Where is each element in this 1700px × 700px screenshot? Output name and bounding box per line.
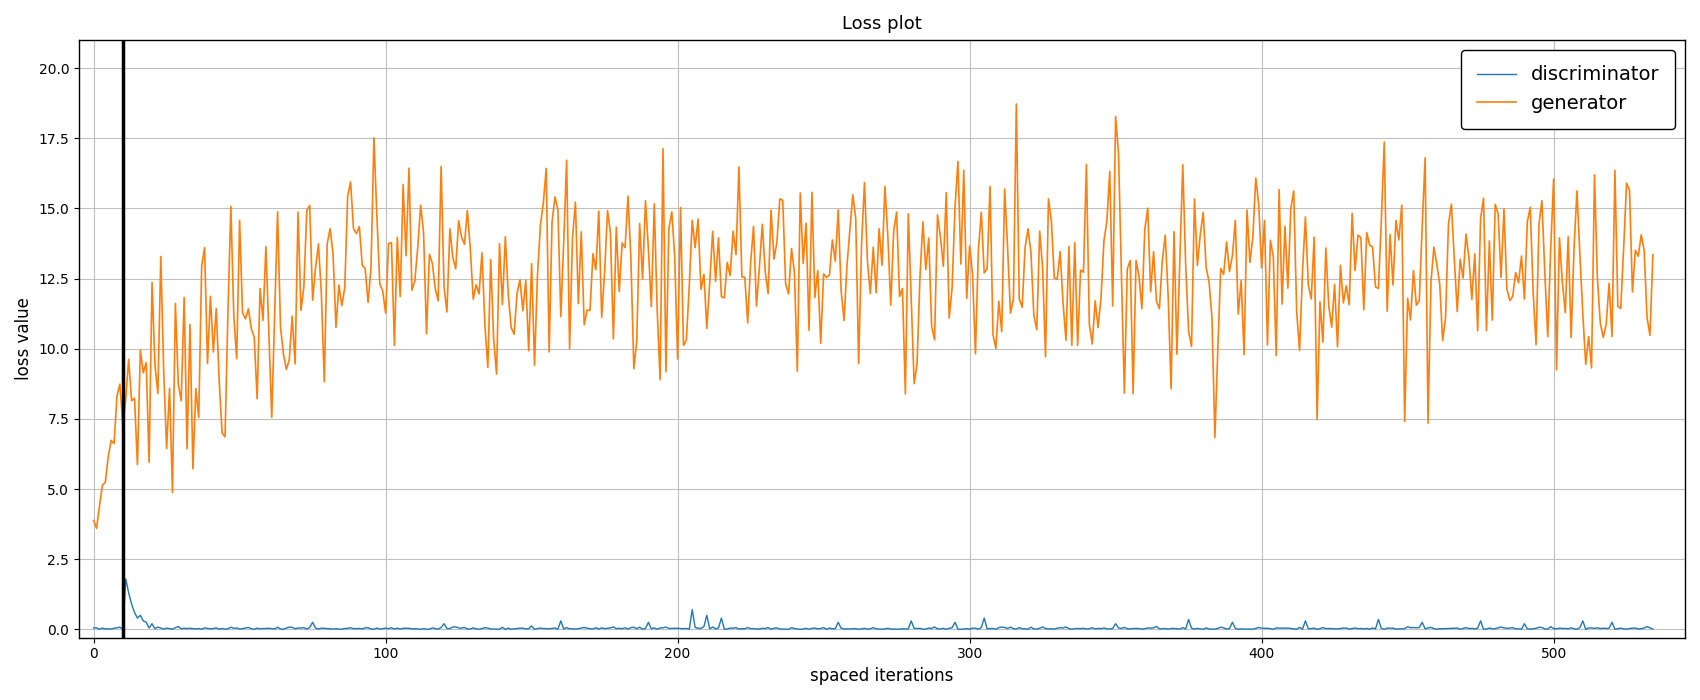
generator [515,276,536,284]
discriminator [1300,624,1321,633]
discriminator [116,575,136,583]
discriminator [1260,624,1280,633]
discriminator [83,624,104,632]
discriminator [937,625,957,634]
Title: Loss plot: Loss plot [842,15,921,33]
discriminator [1341,624,1362,633]
X-axis label: spaced iterations: spaced iterations [811,667,954,685]
generator [87,524,107,533]
generator [1642,251,1663,259]
generator [83,517,104,525]
generator [1300,295,1321,303]
generator [510,276,530,284]
Line: generator: generator [94,104,1652,528]
generator [1006,100,1027,108]
generator [1260,236,1280,244]
discriminator [454,623,474,631]
Y-axis label: loss value: loss value [15,298,32,380]
discriminator [1642,625,1663,634]
generator [1341,209,1362,218]
Legend: discriminator, generator: discriminator, generator [1460,50,1674,129]
Line: discriminator: discriminator [94,579,1652,629]
discriminator [515,624,536,633]
discriminator [510,624,530,632]
generator [454,240,474,248]
